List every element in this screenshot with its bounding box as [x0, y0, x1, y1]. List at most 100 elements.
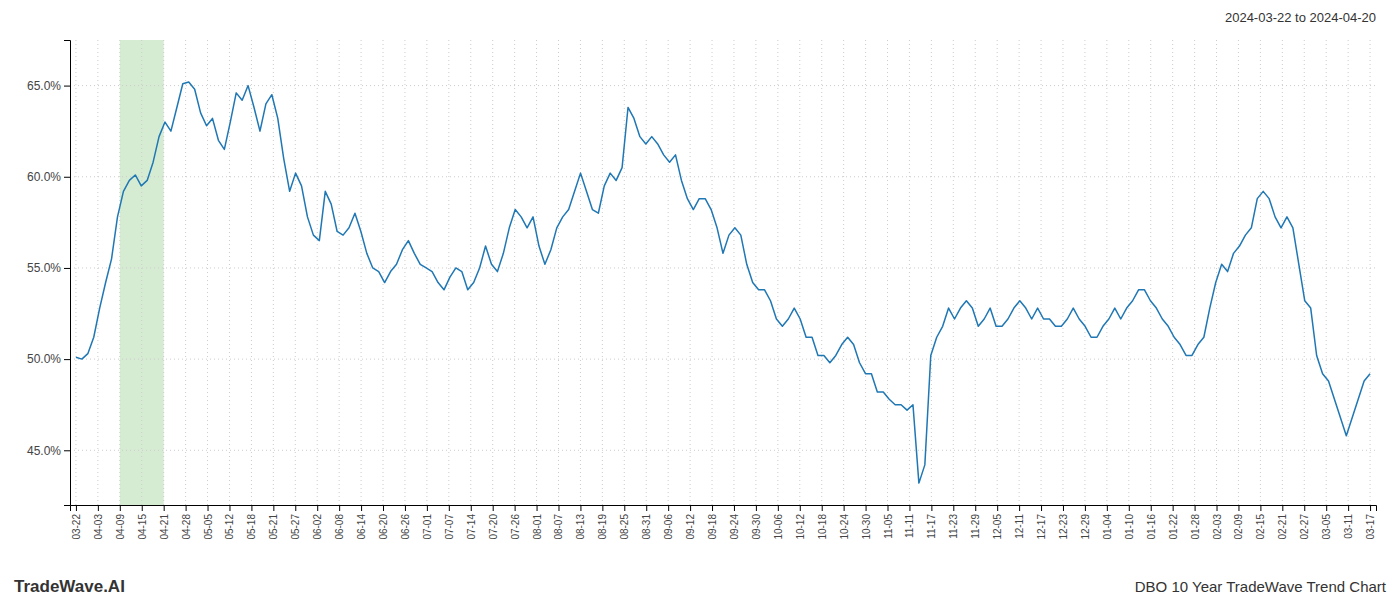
x-tick-label: 12-23	[1058, 514, 1069, 540]
x-grid-line	[558, 40, 559, 505]
x-tick: 06-02	[312, 505, 323, 540]
x-tick-label: 04-09	[115, 514, 126, 540]
y-tick-label: 45.0%	[27, 444, 61, 458]
x-tick-label: 10-12	[795, 514, 806, 540]
x-grid-line	[273, 40, 274, 505]
x-grid-line	[251, 40, 252, 505]
plot-area	[76, 82, 1370, 483]
x-tick-label: 11-29	[970, 514, 981, 539]
x-tick: 02-09	[1233, 505, 1244, 540]
y-tick-mark	[64, 86, 70, 87]
x-tick-mark	[1195, 505, 1196, 511]
x-tick: 10-06	[773, 505, 784, 540]
x-grid-line	[317, 40, 318, 505]
x-grid-line	[821, 40, 822, 505]
x-tick-label: 08-07	[553, 514, 564, 540]
x-tick-label: 04-28	[181, 514, 192, 540]
x-tick-mark	[1370, 505, 1371, 511]
x-tick-mark	[1019, 505, 1020, 511]
x-tick: 08-19	[597, 505, 608, 540]
x-tick-label: 12-11	[1014, 514, 1025, 539]
x-tick: 05-21	[268, 505, 279, 540]
x-tick: 12-29	[1080, 505, 1091, 540]
y-tick: 60.0%	[27, 170, 70, 184]
x-tick-label: 10-06	[773, 514, 784, 540]
x-tick-mark	[229, 505, 230, 511]
x-tick-label: 07-26	[510, 514, 521, 540]
x-tick: 08-13	[575, 505, 586, 540]
x-tick: 01-10	[1124, 505, 1135, 540]
x-tick-label: 04-15	[137, 514, 148, 540]
x-tick: 04-21	[159, 505, 170, 540]
x-tick: 04-09	[115, 505, 126, 540]
x-tick: 09-30	[751, 505, 762, 540]
x-tick-label: 08-01	[532, 514, 543, 540]
x-grid-line	[1348, 40, 1349, 505]
y-grid-line	[70, 85, 1376, 86]
x-grid-line	[141, 40, 142, 505]
x-tick: 03-17	[1365, 505, 1376, 540]
x-tick-label: 02-21	[1277, 514, 1288, 540]
x-grid-line	[1084, 40, 1085, 505]
x-grid-line	[931, 40, 932, 505]
x-tick-mark	[339, 505, 340, 511]
x-grid-line	[909, 40, 910, 505]
x-grid-line	[1172, 40, 1173, 505]
x-tick: 07-07	[444, 505, 455, 540]
highlight-band	[120, 40, 164, 505]
x-grid-line	[75, 40, 76, 505]
x-tick-label: 07-14	[466, 514, 477, 540]
x-grid-line	[777, 40, 778, 505]
x-tick-mark	[602, 505, 603, 511]
x-tick-mark	[471, 505, 472, 511]
x-tick-label: 08-31	[641, 514, 652, 540]
x-axis-line	[71, 506, 1377, 512]
x-grid-line	[1062, 40, 1063, 505]
x-grid-line	[755, 40, 756, 505]
title: 2024-03-22 to 2024-04-20	[1225, 10, 1376, 25]
chart-svg: 03-2204-0304-0904-1504-2104-2805-0505-12…	[0, 0, 1400, 600]
x-tick-mark	[120, 505, 121, 511]
x-grid-line	[646, 40, 647, 505]
x-tick-mark	[888, 505, 889, 511]
x-tick-label: 03-17	[1365, 514, 1376, 540]
y-tick-label: 55.0%	[27, 261, 61, 275]
x-tick-label: 08-25	[619, 514, 630, 540]
x-grid-line	[1194, 40, 1195, 505]
x-tick: 01-04	[1102, 505, 1113, 540]
x-grid-line	[404, 40, 405, 505]
x-tick: 02-27	[1299, 505, 1310, 540]
x-tick: 12-11	[1014, 505, 1025, 539]
x-tick-label: 02-27	[1299, 514, 1310, 540]
x-tick-mark	[866, 505, 867, 511]
x-tick-label: 06-14	[356, 514, 367, 540]
x-tick: 10-18	[817, 505, 828, 540]
x-tick-mark	[1348, 505, 1349, 511]
x-tick-mark	[712, 505, 713, 511]
y-tick-mark	[64, 359, 70, 360]
x-tick-mark	[1151, 505, 1152, 511]
x-tick-label: 11-23	[948, 514, 959, 539]
x-grid-line	[1106, 40, 1107, 505]
y-tick: 45.0%	[27, 444, 70, 458]
x-tick-mark	[317, 505, 318, 511]
x-tick-label: 03-11	[1343, 514, 1354, 539]
y-tick-label: 60.0%	[27, 170, 61, 184]
x-tick-label: 06-20	[378, 514, 389, 540]
x-tick-mark	[1217, 505, 1218, 511]
x-grid-line	[799, 40, 800, 505]
x-tick-mark	[1282, 505, 1283, 511]
y-grid-line	[70, 267, 1376, 268]
x-tick-label: 02-15	[1255, 514, 1266, 540]
x-tick-mark	[1085, 505, 1086, 511]
x-tick: 02-15	[1255, 505, 1266, 540]
x-tick-label: 05-27	[290, 514, 301, 540]
x-tick-mark	[142, 505, 143, 511]
x-grid-line	[1282, 40, 1283, 505]
x-tick-mark	[515, 505, 516, 511]
x-tick-mark	[295, 505, 296, 511]
x-tick-mark	[427, 505, 428, 511]
x-grid-line	[1326, 40, 1327, 505]
x-tick-label: 01-28	[1190, 514, 1201, 540]
x-tick-mark	[98, 505, 99, 511]
